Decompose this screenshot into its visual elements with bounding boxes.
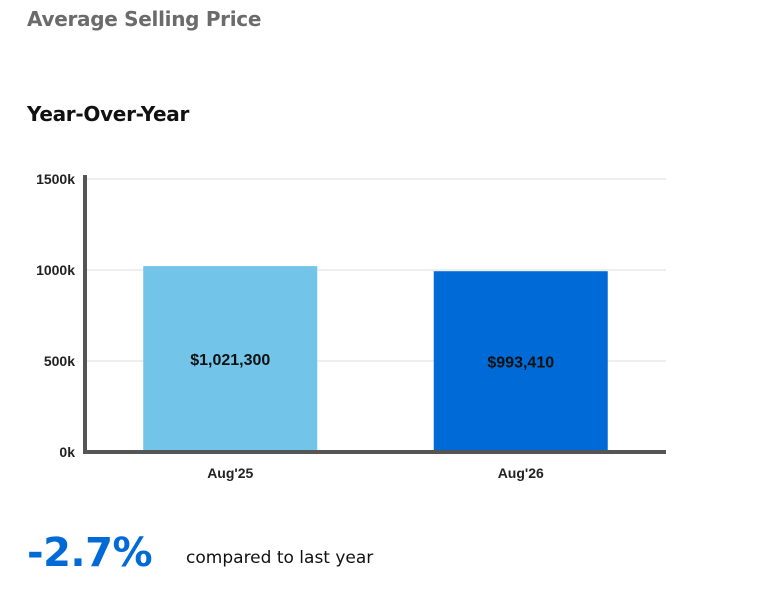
bar xyxy=(433,271,608,452)
page-title: Average Selling Price xyxy=(27,7,262,31)
change-value: -2.7% xyxy=(27,530,153,576)
x-tick-label: Aug'25 xyxy=(207,465,253,481)
y-tick-label: 1000k xyxy=(36,262,75,278)
y-tick-label: 1500k xyxy=(36,171,75,187)
x-tick-label: Aug'26 xyxy=(498,465,544,481)
bar xyxy=(143,266,318,452)
y-tick-label: 0k xyxy=(59,444,75,460)
section-title: Year-Over-Year xyxy=(27,102,190,126)
change-caption: compared to last year xyxy=(186,548,374,568)
bars xyxy=(143,266,608,452)
y-tick-label: 500k xyxy=(44,353,75,369)
axes xyxy=(83,175,666,454)
data-label: $1,021,300 xyxy=(190,352,270,369)
summary: -2.7% compared to last year xyxy=(27,530,373,576)
labels: 0k 500k 1000k 1500k $1,021,300 Aug'25 $993,410… xyxy=(36,171,554,481)
data-label: $993,410 xyxy=(487,355,554,372)
